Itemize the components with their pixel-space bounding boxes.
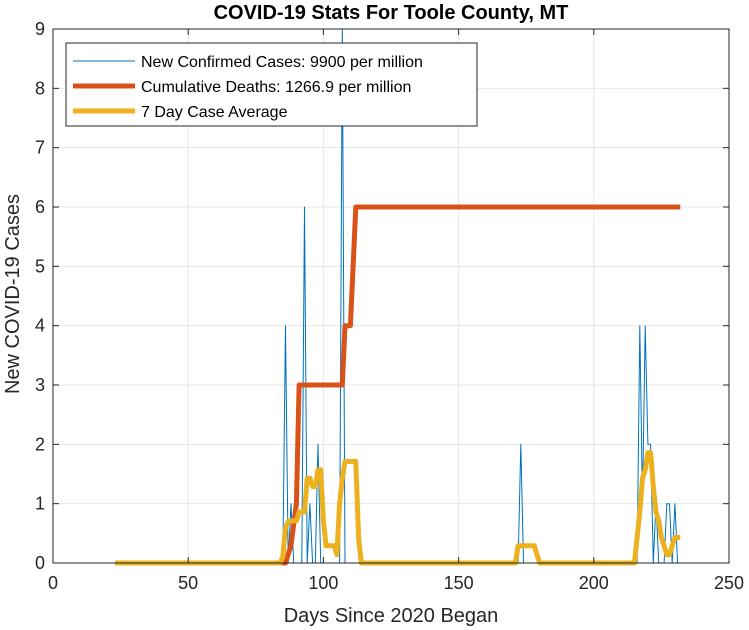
x-tick-label: 200 (579, 573, 609, 593)
x-axis-label: Days Since 2020 Began (284, 605, 499, 627)
x-tick-labels: 0 50 100 150 200 250 (48, 573, 744, 593)
y-tick-label: 8 (35, 78, 45, 98)
y-tick-label: 4 (35, 316, 45, 336)
legend-label-cumulative-deaths: Cumulative Deaths: 1266.9 per million (141, 79, 411, 96)
tick-marks (52, 28, 730, 564)
x-tick-label: 250 (714, 573, 744, 593)
y-tick-label: 3 (35, 375, 45, 395)
y-tick-label: 5 (35, 256, 45, 276)
legend: New Confirmed Cases: 9900 per million Cu… (65, 42, 478, 127)
axes-box (52, 28, 730, 564)
x-tick-label: 50 (178, 573, 198, 593)
y-axis-label: New COVID-19 Cases (2, 194, 24, 394)
chart-title: COVID-19 Stats For Toole County, MT (214, 2, 569, 24)
y-tick-label: 2 (35, 434, 45, 454)
y-tick-label: 0 (35, 553, 45, 573)
y-tick-label: 7 (35, 138, 45, 158)
y-tick-label: 9 (35, 19, 45, 39)
legend-label-7-day-average: 7 Day Case Average (141, 104, 288, 121)
y-tick-labels: 0 1 2 3 4 5 6 7 8 9 (35, 19, 45, 573)
x-tick-label: 150 (444, 573, 474, 593)
y-tick-label: 6 (35, 197, 45, 217)
x-tick-label: 100 (308, 573, 338, 593)
series-cumulative-deaths (115, 204, 681, 566)
x-tick-label: 0 (48, 573, 58, 593)
legend-label-new-cases: New Confirmed Cases: 9900 per million (141, 54, 423, 71)
series-7-day-average (115, 450, 681, 566)
y-tick-label: 1 (35, 494, 45, 514)
